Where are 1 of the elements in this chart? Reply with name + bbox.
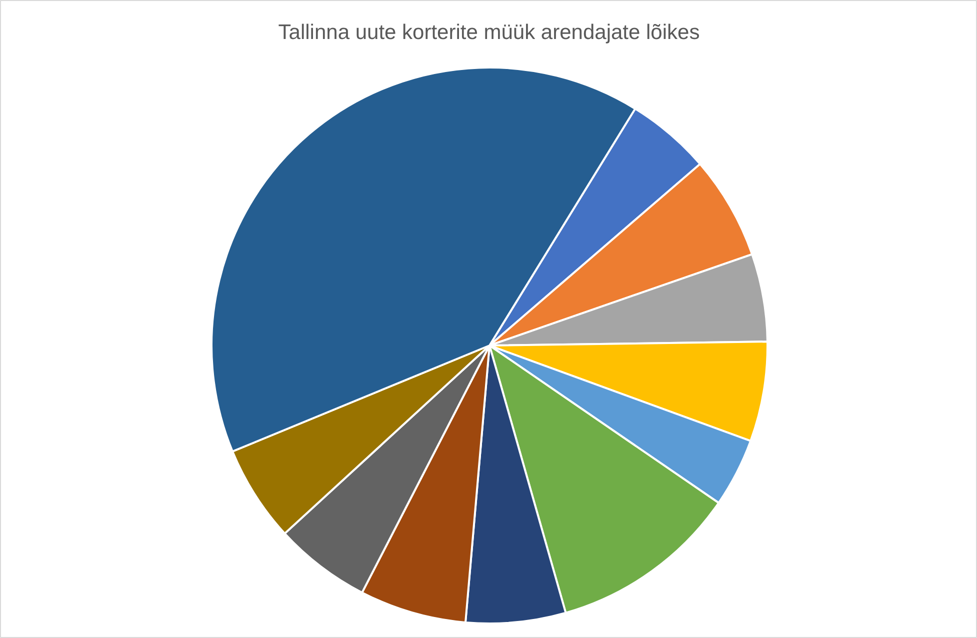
chart-title: Tallinna uute korterite müük arendajate lõikes xyxy=(278,21,700,44)
